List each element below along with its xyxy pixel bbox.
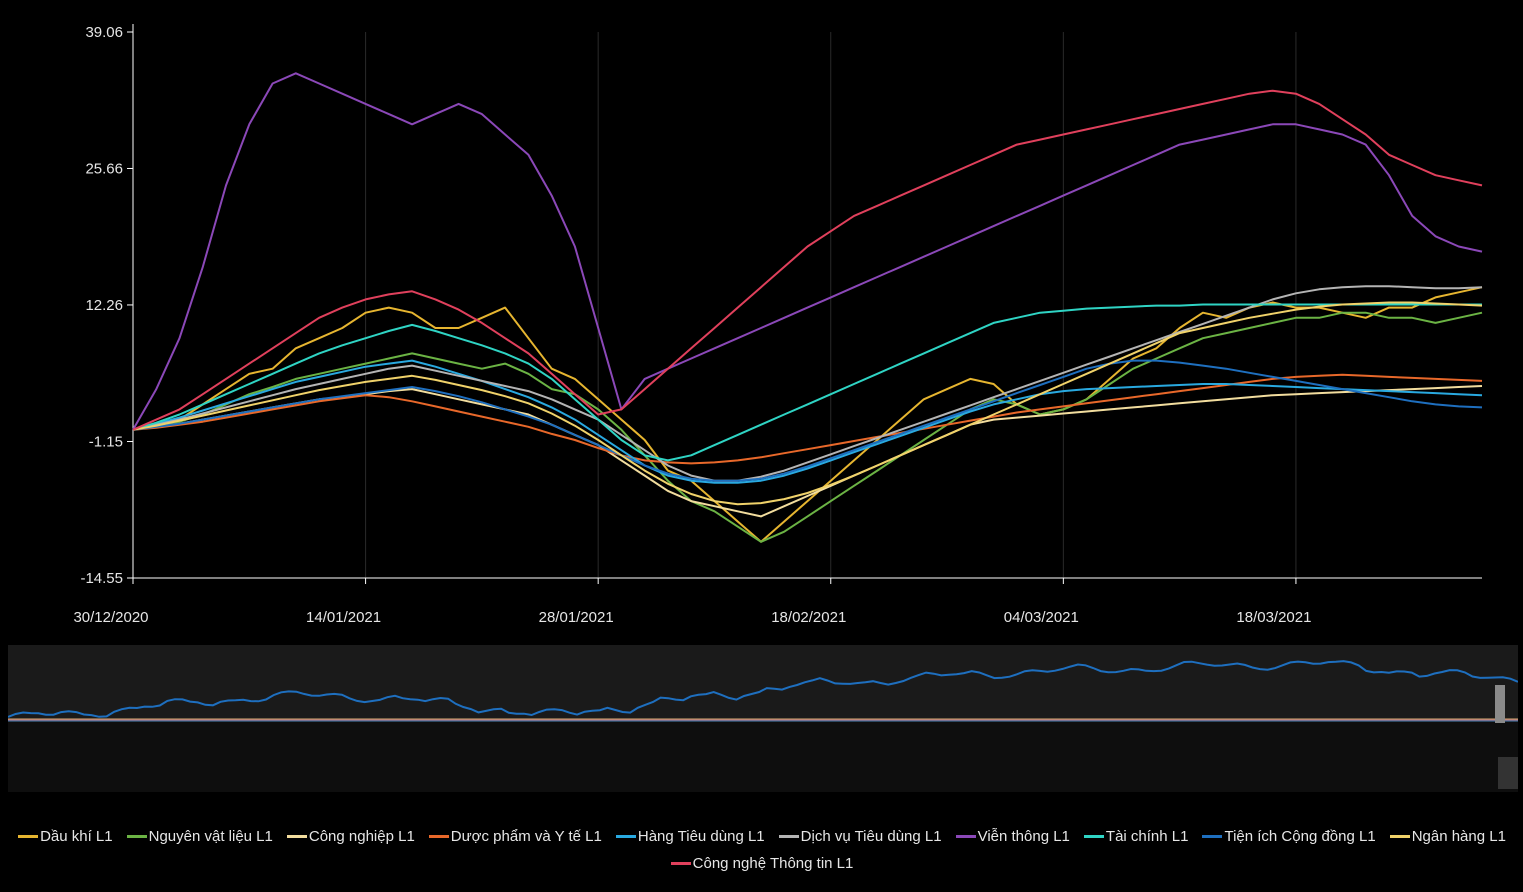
legend-item[interactable]: Nguyên vật liệu L1	[126, 828, 273, 845]
x-tick-label: 30/12/2020	[73, 609, 148, 626]
legend-label: Dịch vụ Tiêu dùng L1	[800, 828, 942, 845]
range-navigator[interactable]	[8, 645, 1518, 792]
legend-swatch	[126, 835, 147, 838]
legend-label: Dược phẩm và Y tế L1	[450, 828, 602, 845]
x-tick-label: 28/01/2021	[539, 609, 614, 626]
series-line[interactable]	[132, 359, 1483, 484]
navigator-plot[interactable]	[8, 645, 1518, 792]
legend-item[interactable]: Ngân hàng L1	[1389, 828, 1506, 845]
series-line[interactable]	[132, 89, 1483, 431]
y-tick-label: 39.06	[85, 24, 123, 41]
navigator-shade	[8, 720, 1518, 792]
chart-legend: Dầu khí L1 Nguyên vật liệu L1 Công nghiệp …	[12, 828, 1512, 872]
legend-item[interactable]: Dược phẩm và Y tế L1	[428, 828, 602, 845]
legend-item[interactable]: Công nghiệp L1	[286, 828, 415, 845]
y-tick-label: 25.66	[85, 160, 123, 177]
legend-swatch	[615, 835, 636, 838]
series-line[interactable]	[132, 359, 1483, 482]
legend-swatch	[1202, 835, 1223, 838]
legend-item[interactable]: Viễn thông L1	[955, 828, 1070, 845]
y-tick-label: -1.15	[89, 434, 123, 451]
series-line[interactable]	[132, 301, 1483, 506]
legend-item[interactable]: Hàng Tiêu dùng L1	[615, 828, 765, 845]
x-tick-label: 04/03/2021	[1004, 609, 1079, 626]
legend-swatch	[428, 835, 449, 838]
y-tick-label: -14.55	[80, 570, 123, 587]
legend-swatch	[670, 862, 691, 865]
legend-label: Tài chính L1	[1105, 828, 1189, 845]
y-tick-label: 12.26	[85, 297, 123, 314]
legend-label: Tiện ích Cộng đồng L1	[1224, 828, 1376, 845]
legend-swatch	[1389, 835, 1410, 838]
legend-label: Công nghiệp L1	[308, 828, 415, 845]
navigator-line[interactable]	[8, 660, 1518, 718]
series-line[interactable]	[132, 373, 1483, 465]
navigator-handle[interactable]	[1495, 685, 1505, 723]
series-line[interactable]	[132, 72, 1483, 431]
series-line[interactable]	[132, 286, 1483, 543]
legend-item[interactable]: Dầu khí L1	[18, 828, 113, 845]
navigator-scroll-thumb[interactable]	[1498, 757, 1518, 789]
legend-item[interactable]: Công nghệ Thông tin L1	[670, 855, 854, 872]
legend-label: Ngân hàng L1	[1411, 828, 1506, 845]
legend-label: Nguyên vật liệu L1	[148, 828, 273, 845]
legend-label: Viễn thông L1	[977, 828, 1070, 845]
legend-swatch	[18, 835, 39, 838]
legend-swatch	[778, 835, 799, 838]
legend-item[interactable]: Tiện ích Cộng đồng L1	[1202, 828, 1376, 845]
x-tick-label: 14/01/2021	[306, 609, 381, 626]
legend-swatch	[955, 835, 976, 838]
legend-label: Công nghệ Thông tin L1	[692, 855, 854, 872]
series-line[interactable]	[132, 303, 1482, 462]
series-line[interactable]	[132, 285, 1483, 482]
legend-label: Hàng Tiêu dùng L1	[637, 828, 765, 845]
legend-item[interactable]: Dịch vụ Tiêu dùng L1	[778, 828, 942, 845]
series-line[interactable]	[132, 385, 1483, 518]
main-chart: 39.06 25.66 12.26 -1.15 -14.55 30/12/2020 14/0…	[73, 24, 1483, 626]
legend-label: Dầu khí L1	[40, 828, 113, 845]
x-tick-label: 18/02/2021	[771, 609, 846, 626]
legend-item[interactable]: Tài chính L1	[1083, 828, 1189, 845]
series-line[interactable]	[132, 311, 1483, 543]
legend-swatch	[1083, 835, 1104, 838]
x-tick-label: 18/03/2021	[1236, 609, 1311, 626]
legend-swatch	[286, 835, 307, 838]
